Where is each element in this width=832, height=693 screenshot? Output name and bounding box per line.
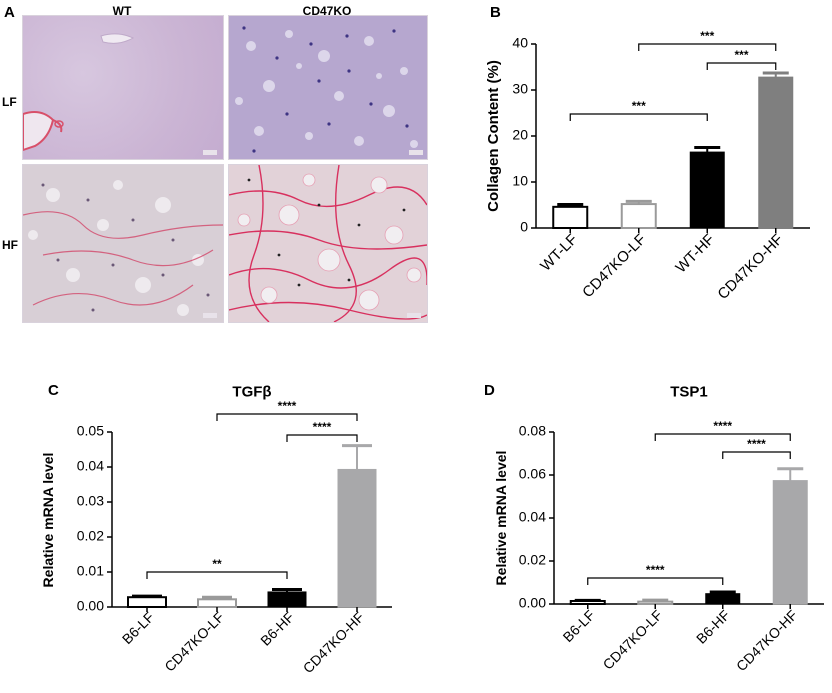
y-axis-label: Collagen Content (%) [485, 60, 502, 212]
x-tick-label: B6-HF [693, 607, 733, 647]
x-tick-label: B6-LF [119, 609, 157, 647]
chart-title: TSP1 [670, 383, 708, 400]
significance-label: *** [700, 29, 714, 43]
bar-wt-hf [689, 151, 725, 229]
significance-bracket [654, 433, 791, 441]
y-axis-label: Relative mRNA level [493, 451, 509, 586]
significance-label: **** [747, 437, 766, 451]
bar-b6-lf [127, 596, 167, 608]
y-tick-label: 0 [520, 219, 528, 235]
y-tick-label: 40 [512, 35, 528, 51]
panel-letter-d: D [484, 382, 495, 399]
column-header-wt: WT [112, 4, 132, 18]
significance-label: *** [734, 48, 748, 62]
micrograph-cd47ko-hf [228, 164, 428, 323]
y-tick-label: 0.00 [519, 595, 546, 611]
y-tick-label: 0.01 [77, 563, 104, 579]
x-tick-label: CD47KO-HF [714, 231, 786, 303]
x-tick-label: B6-LF [560, 607, 598, 645]
y-tick-label: 0.08 [519, 423, 546, 439]
bar-cd47ko-lf [197, 598, 237, 609]
significance-label: **** [713, 419, 732, 433]
panel-letter-c: C [48, 382, 59, 399]
bar-b6-hf [267, 591, 307, 608]
bar-cd47ko-hf [337, 468, 377, 608]
panel-letter-b: B [490, 4, 501, 21]
y-tick-label: 0.00 [77, 598, 104, 614]
significance-bracket [638, 43, 777, 51]
significance-label: **** [278, 399, 297, 413]
bar-cd47ko-hf [772, 480, 808, 605]
significance-bracket [706, 62, 777, 70]
significance-bracket [286, 434, 358, 442]
x-tick-label: B6-HF [257, 609, 297, 649]
micrograph-cd47ko-lf [228, 15, 428, 160]
y-tick-label: 0.02 [519, 552, 546, 568]
x-tick-label: WT-HF [672, 231, 718, 277]
bar-cd47ko-lf [620, 203, 657, 230]
chart-b-collagen: Collagen Content (%) 010203040WT-LFCD47K… [485, 29, 810, 303]
significance-label: **** [313, 420, 332, 434]
micrograph-wt-hf [22, 164, 224, 323]
y-tick-label: 0.02 [77, 528, 104, 544]
y-tick-label: 0.04 [519, 509, 546, 525]
significance-bracket [569, 113, 708, 121]
bar-wt-lf [552, 205, 589, 229]
row-header-lf: LF [2, 95, 17, 109]
micrograph-wt-lf [22, 15, 224, 160]
column-header-cd47ko: CD47KO [302, 4, 352, 18]
y-tick-label: 0.03 [77, 493, 104, 509]
significance-label: ** [212, 557, 222, 571]
significance-label: **** [646, 563, 665, 577]
y-tick-label: 0.04 [77, 458, 104, 474]
y-tick-label: 30 [512, 81, 528, 97]
y-axis-label: Relative mRNA level [40, 453, 56, 588]
bar-cd47ko-hf [758, 76, 794, 229]
row-header-hf: HF [2, 238, 18, 252]
y-tick-label: 20 [512, 127, 528, 143]
significance-label: *** [632, 99, 646, 113]
panel-letter-a: A [4, 4, 15, 21]
significance-bracket [587, 577, 724, 585]
x-tick-label: CD47KO-HF [733, 607, 800, 674]
x-tick-label: WT-LF [537, 231, 581, 275]
significance-bracket [216, 413, 358, 421]
chart-title: TGFβ [232, 383, 271, 400]
chart-d-tsp1: TSP1 Relative mRNA level 0.00 0.02 0.04 0.06 0… [493, 383, 824, 674]
chart-c-tgfb: TGFβ Relative mRNA level 0.00 0.01 0.02 0.03 0… [40, 383, 392, 676]
x-tick-label: CD47KO-HF [300, 609, 367, 676]
x-tick-label: CD47KO-LF [161, 609, 227, 675]
y-tick-label: 0.05 [77, 423, 104, 439]
x-tick-label: CD47KO-LF [579, 231, 649, 301]
x-tick-label: CD47KO-LF [600, 607, 666, 673]
y-tick-label: 10 [512, 173, 528, 189]
y-tick-label: 0.06 [519, 466, 546, 482]
significance-bracket [722, 451, 791, 459]
bar-b6-hf [705, 593, 741, 605]
bar-cd47ko-lf [637, 600, 674, 605]
significance-bracket [146, 571, 288, 579]
